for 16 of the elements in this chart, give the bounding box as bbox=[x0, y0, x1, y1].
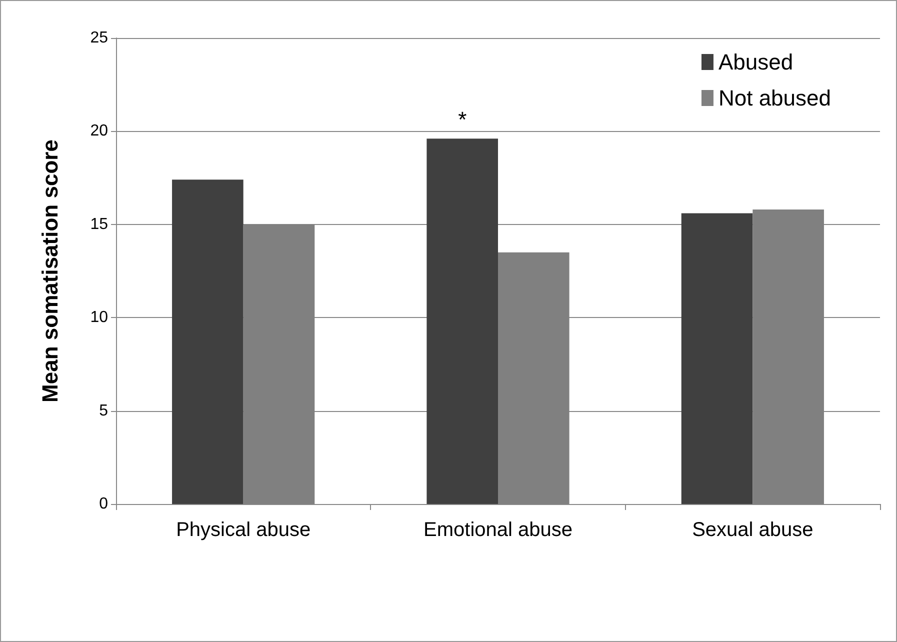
bar bbox=[681, 213, 753, 504]
bar bbox=[426, 138, 498, 504]
x-tick-label: Physical abuse bbox=[176, 519, 311, 541]
y-tick-label: 15 bbox=[90, 216, 108, 233]
x-tick-label: Emotional abuse bbox=[424, 519, 572, 541]
y-tick-label: 5 bbox=[99, 402, 108, 420]
y-tick-label: 20 bbox=[90, 122, 108, 140]
legend-label: Abused bbox=[718, 50, 794, 74]
legend-label: Not abused bbox=[718, 86, 832, 110]
y-tick-label: 25 bbox=[90, 30, 108, 46]
y-tick-label: 0 bbox=[99, 496, 108, 512]
y-tick-label: 10 bbox=[90, 309, 108, 326]
bar bbox=[172, 180, 244, 504]
annotation: * bbox=[458, 107, 468, 132]
x-tick-label: Sexual abuse bbox=[692, 519, 814, 541]
y-axis-title: Mean somatisation score bbox=[38, 140, 62, 402]
